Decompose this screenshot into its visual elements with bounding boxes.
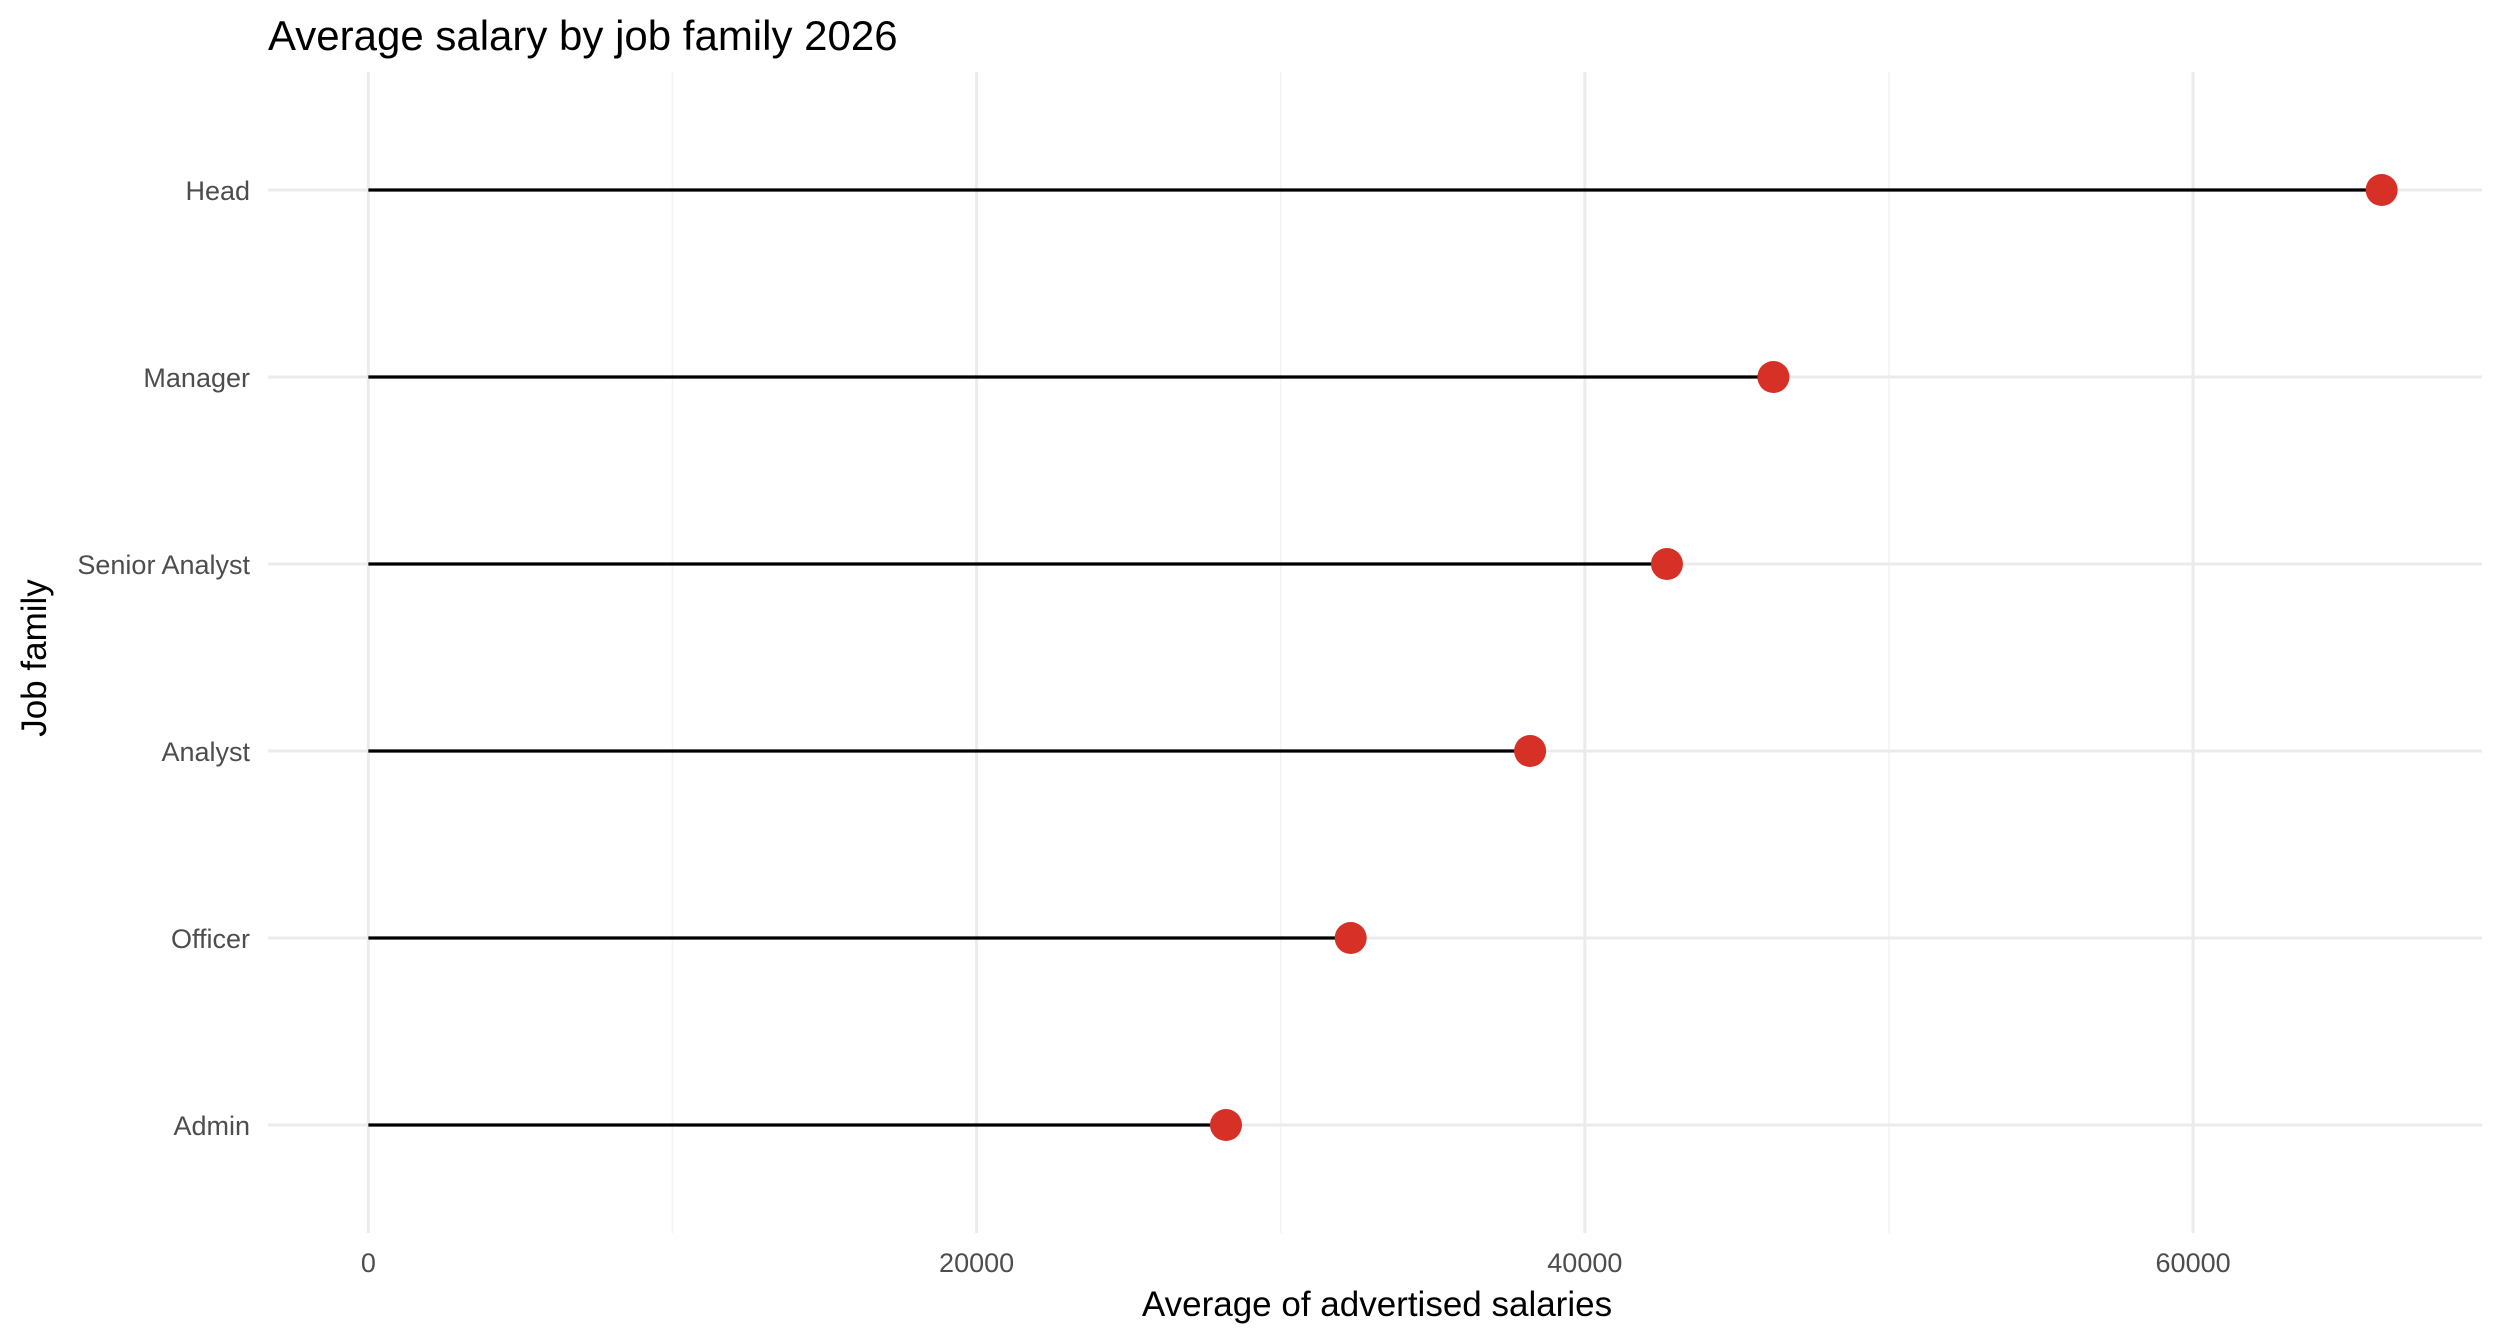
y-tick-label: Head [185,176,250,206]
point-manager [1757,361,1790,393]
grid-lines [268,72,2482,1233]
point-officer [1334,922,1367,954]
point-head [2365,174,2398,206]
y-tick-label: Senior Analyst [77,550,250,580]
point-analyst [1514,735,1547,767]
point-admin [1209,1109,1242,1141]
x-tick-labels: 0 20000 40000 60000 [361,1248,2231,1278]
x-axis-title: Average of advertised salaries [1142,1285,1612,1324]
y-axis-title: Job family [15,579,54,737]
chart-title: Average salary by job family 2026 [268,12,898,59]
points [1209,174,2398,1141]
x-tick-label: 20000 [939,1248,1014,1278]
point-senior-analyst [1650,548,1683,580]
y-tick-label: Admin [173,1111,250,1141]
y-tick-label: Manager [143,363,250,393]
x-tick-label: 0 [361,1248,376,1278]
stems [368,188,2382,1127]
x-tick-label: 60000 [2156,1248,2231,1278]
y-tick-label: Analyst [161,737,250,767]
y-tick-labels: Head Manager Senior Analyst Analyst Officer A… [77,176,250,1141]
y-tick-label: Officer [171,924,250,954]
x-tick-label: 40000 [1547,1248,1622,1278]
